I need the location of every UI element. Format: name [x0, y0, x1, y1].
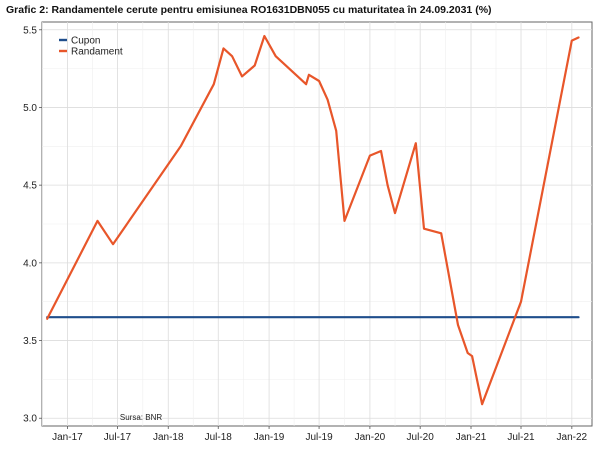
- y-tick-label: 4.0: [23, 258, 37, 269]
- source-annotation: Sursa: BNR: [120, 413, 162, 422]
- x-tick-label: Jul-20: [407, 432, 435, 443]
- x-tick-label: Jan-18: [153, 432, 184, 443]
- x-tick-label: Jul-18: [205, 432, 233, 443]
- series-line-randament: [46, 34, 580, 406]
- annotations: Sursa: BNR: [120, 413, 162, 422]
- x-tick-label: Jul-19: [305, 432, 333, 443]
- x-tick-label: Jan-21: [456, 432, 487, 443]
- y-tick-label: 4.5: [23, 181, 37, 192]
- y-tick-label: 5.5: [23, 25, 37, 36]
- x-tick-label: Jul-17: [104, 432, 132, 443]
- x-tick-label: Jan-20: [355, 432, 386, 443]
- y-tick-label: 5.0: [23, 103, 37, 114]
- chart-title: Grafic 2: Randamentele cerute pentru emi…: [6, 4, 492, 16]
- legend-label-cupon: Cupon: [71, 36, 100, 47]
- x-tick-label: Jan-17: [52, 432, 83, 443]
- x-tick-label: Jan-19: [254, 432, 285, 443]
- x-tick-label: Jan-22: [557, 432, 588, 443]
- axis-ticks: 3.0 3.5 4.0 4.5 5.0 5.5 Jan-17 Jul-17 Jan-18 Jul-…: [23, 25, 587, 443]
- y-tick-label: 3.0: [23, 414, 37, 425]
- series-lines: [46, 34, 580, 406]
- x-tick-label: Jul-21: [507, 432, 535, 443]
- y-tick-label: 3.5: [23, 336, 37, 347]
- grid-lines: [42, 22, 592, 426]
- legend-label-randament: Randament: [71, 47, 123, 58]
